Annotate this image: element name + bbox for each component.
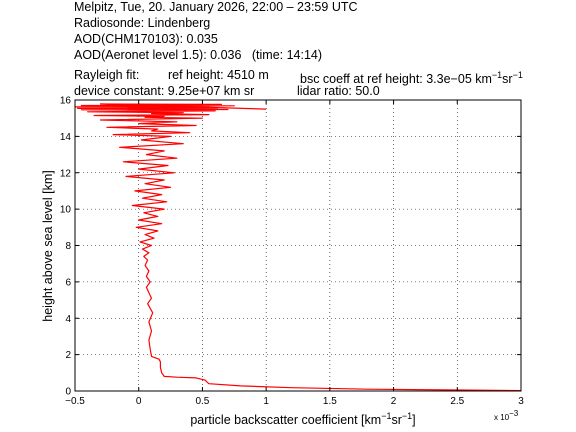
title-line-aod-chm: AOD(CHM170103): 0.035 [74,32,218,46]
x-axis-label: particle backscatter coefficient [km−1sr… [190,411,415,427]
y-tick-label: 6 [65,277,71,288]
title-line-aod-aeronet: AOD(Aeronet level 1.5): 0.036 (time: 14:… [74,48,323,62]
x-tick-label: 0 [136,396,142,407]
rayleigh-bsc-coeff: bsc coeff at ref height: 3.3e−05 km−1sr−… [300,67,523,87]
lidar-ratio: lidar ratio: 50.0 [297,84,380,98]
x-tick-label: 1.5 [323,396,337,407]
bsc-coeff-exp-km: −1 [491,70,503,80]
x-tick-label: 0.5 [195,396,209,407]
x-tick-label: 2 [391,396,397,407]
bsc-coeff-sr: sr [502,72,513,87]
backscatter-profile-line [74,103,522,392]
bsc-coeff-exp-sr: −1 [512,70,523,80]
rayleigh-fit-label: Rayleigh fit: [74,68,140,82]
x-axis-multiplier: x 10−3 [494,409,519,422]
y-tick-labels: 0 2 4 6 8 10 12 14 16 [60,96,72,398]
title-line-location-time: Melpitz, Tue, 20. January 2026, 22:00 – … [74,0,358,14]
y-tick-label: 12 [60,168,72,179]
y-axis-label: height above sea level [km] [41,170,55,321]
y-tick-label: 14 [60,132,72,143]
y-tick-label: 0 [65,387,71,398]
rayleigh-ref-height: ref height: 4510 m [168,68,269,82]
bsc-coeff-text: bsc coeff at ref height: 3.3e−05 km [300,72,492,87]
plot-lines [74,103,522,392]
y-tick-label: 16 [60,96,72,107]
x-tick-labels: −0.5 0 0.5 1 1.5 2 2.5 3 [65,396,524,407]
device-constant: device constant: 9.25e+07 km sr [74,84,255,98]
plot-frame [74,99,522,392]
x-tick-label: 3 [518,396,524,407]
x-tick-label: 2.5 [450,396,464,407]
tick-marks [74,99,522,392]
grid [75,100,521,391]
y-tick-label: 10 [60,205,72,216]
y-tick-label: 8 [65,241,71,252]
x-tick-label: −0.5 [65,396,85,407]
y-tick-label: 4 [65,314,71,325]
x-tick-label: 1 [263,396,269,407]
y-tick-label: 2 [65,350,71,361]
title-line-radiosonde: Radiosonde: Lindenberg [74,16,211,30]
